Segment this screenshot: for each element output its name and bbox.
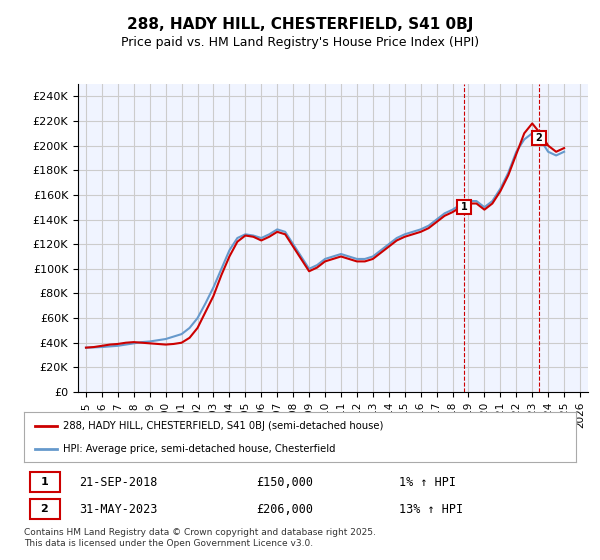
- Text: Contains HM Land Registry data © Crown copyright and database right 2025.
This d: Contains HM Land Registry data © Crown c…: [24, 528, 376, 548]
- Text: £206,000: £206,000: [256, 503, 313, 516]
- Text: Price paid vs. HM Land Registry's House Price Index (HPI): Price paid vs. HM Land Registry's House …: [121, 36, 479, 49]
- FancyBboxPatch shape: [29, 472, 60, 492]
- Text: 2: 2: [41, 504, 48, 514]
- Text: £150,000: £150,000: [256, 476, 313, 489]
- Text: 1: 1: [461, 202, 467, 212]
- Text: 288, HADY HILL, CHESTERFIELD, S41 0BJ: 288, HADY HILL, CHESTERFIELD, S41 0BJ: [127, 17, 473, 32]
- Text: 13% ↑ HPI: 13% ↑ HPI: [400, 503, 463, 516]
- FancyBboxPatch shape: [29, 499, 60, 520]
- Text: 1% ↑ HPI: 1% ↑ HPI: [400, 476, 457, 489]
- Text: HPI: Average price, semi-detached house, Chesterfield: HPI: Average price, semi-detached house,…: [62, 445, 335, 454]
- Text: 288, HADY HILL, CHESTERFIELD, S41 0BJ (semi-detached house): 288, HADY HILL, CHESTERFIELD, S41 0BJ (s…: [62, 421, 383, 431]
- Text: 2: 2: [536, 133, 542, 143]
- Text: 1: 1: [41, 477, 48, 487]
- Text: 31-MAY-2023: 31-MAY-2023: [79, 503, 158, 516]
- Text: 21-SEP-2018: 21-SEP-2018: [79, 476, 158, 489]
